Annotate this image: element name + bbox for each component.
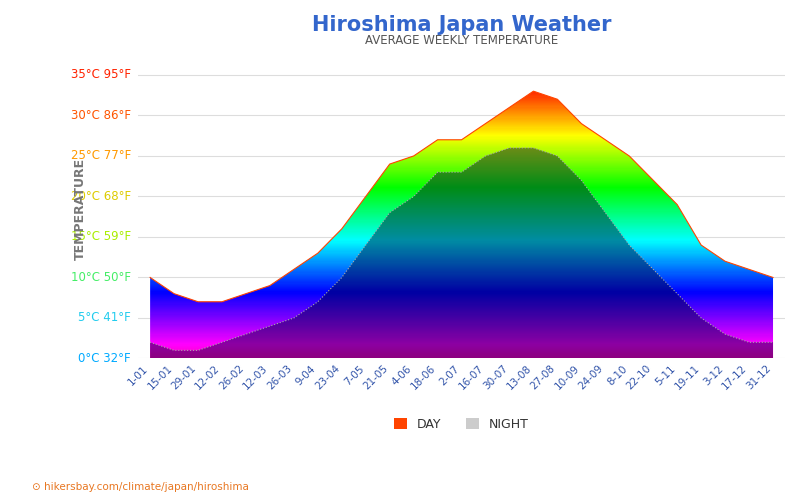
- Text: 25°C 77°F: 25°C 77°F: [70, 150, 131, 162]
- Text: 0°C 32°F: 0°C 32°F: [78, 352, 131, 365]
- Title: Hiroshima Japan Weather: Hiroshima Japan Weather: [312, 15, 611, 35]
- Text: AVERAGE WEEKLY TEMPERATURE: AVERAGE WEEKLY TEMPERATURE: [365, 34, 558, 47]
- Text: TEMPERATURE: TEMPERATURE: [74, 158, 86, 260]
- Text: 10°C 50°F: 10°C 50°F: [71, 271, 131, 284]
- PathPatch shape: [150, 148, 773, 358]
- Text: 5°C 41°F: 5°C 41°F: [78, 312, 131, 324]
- Text: 35°C 95°F: 35°C 95°F: [71, 68, 131, 82]
- Text: ⊙ hikersbay.com/climate/japan/hiroshima: ⊙ hikersbay.com/climate/japan/hiroshima: [32, 482, 249, 492]
- Text: 15°C 59°F: 15°C 59°F: [71, 230, 131, 243]
- Legend: DAY, NIGHT: DAY, NIGHT: [390, 413, 534, 436]
- Text: 30°C 86°F: 30°C 86°F: [71, 109, 131, 122]
- Text: 20°C 68°F: 20°C 68°F: [71, 190, 131, 203]
